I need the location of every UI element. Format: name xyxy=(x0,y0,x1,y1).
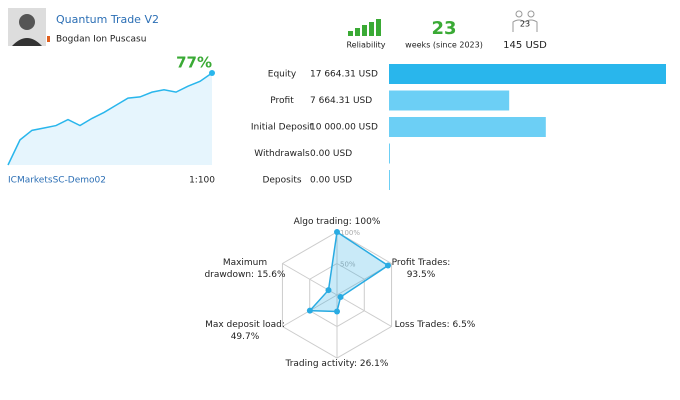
radar-label: Algo trading: 100% xyxy=(287,216,387,228)
bar-category: Initial Deposit xyxy=(251,123,314,133)
radar-category: Maximum drawdown: xyxy=(204,258,268,280)
radar-ring xyxy=(309,262,365,328)
radar-value-label: 15.6% xyxy=(256,270,286,280)
radar-value-label: 93.5% xyxy=(406,270,436,280)
leverage: 1:100 xyxy=(189,176,215,186)
author[interactable]: Bogdan Ion Puscasu xyxy=(56,35,146,45)
radar-point xyxy=(334,229,340,235)
bar-value-label: 7 664.31 USD xyxy=(310,96,372,106)
radar-area xyxy=(308,230,390,313)
radar-category: Algo trading: xyxy=(293,217,352,227)
bar xyxy=(389,90,510,111)
avatar-body xyxy=(12,38,42,46)
radar-category: Trading activity: xyxy=(285,359,357,369)
weeks-label: weeks (since 2023) xyxy=(405,41,483,50)
radar-value-label: 49.7% xyxy=(230,332,260,342)
radar-category: Profit Trades: xyxy=(391,258,451,268)
growth-end-dot xyxy=(209,70,215,76)
bar-category: Withdrawals xyxy=(254,149,310,159)
bar-value-label: 0.00 USD xyxy=(310,149,352,159)
radar-value-label: 26.1% xyxy=(359,359,389,369)
radar-label: Trading activity: 26.1% xyxy=(277,358,397,370)
radar-point xyxy=(306,307,313,314)
radar-category: Max deposit load: xyxy=(205,320,285,330)
radar-category: Loss Trades: xyxy=(394,320,450,330)
weeks: 23 xyxy=(431,18,456,39)
flag xyxy=(47,36,50,42)
bar-value-label: 17 664.31 USD xyxy=(310,70,378,80)
radar-value-label: 100% xyxy=(354,217,381,227)
bar-value-label: 10 000.00 USD xyxy=(310,123,378,133)
reliability-bars xyxy=(348,19,381,36)
signal-title[interactable]: Quantum Trade V2 xyxy=(56,13,159,26)
radar-ring xyxy=(281,231,393,359)
avatar-head xyxy=(19,14,35,30)
radar-point xyxy=(385,262,392,269)
radar-point xyxy=(337,294,344,301)
bar-category: Equity xyxy=(268,70,297,80)
radar-label: Max deposit load: 49.7% xyxy=(195,319,295,343)
radar-point xyxy=(334,308,340,315)
subscribers: 23 xyxy=(520,20,530,29)
radar-label: Maximum drawdown: 15.6% xyxy=(200,257,290,281)
bar-value-label: 0.00 USD xyxy=(310,176,352,186)
subscribers-icon xyxy=(512,10,538,32)
bar-category: Deposits xyxy=(262,176,301,186)
radar-label: Loss Trades: 6.5% xyxy=(390,319,480,331)
growth-label: 77% xyxy=(176,54,212,72)
reliability-label: Reliability xyxy=(346,41,385,50)
radar-label: Profit Trades: 93.5% xyxy=(386,257,456,281)
bar-category: Profit xyxy=(270,96,294,106)
bar xyxy=(389,143,390,164)
bar xyxy=(389,64,666,84)
radar-ring-label: 100% xyxy=(340,229,360,237)
price: 145 USD xyxy=(503,40,547,51)
radar-value-label: 6.5% xyxy=(452,320,476,330)
radar-ring-label: 50% xyxy=(340,261,356,269)
server[interactable]: ICMarketsSC-Demo02 xyxy=(8,176,106,186)
growth-line xyxy=(7,72,213,166)
bar xyxy=(389,117,546,137)
bar xyxy=(389,170,390,190)
growth-area xyxy=(8,73,212,165)
radar-point xyxy=(325,287,332,294)
